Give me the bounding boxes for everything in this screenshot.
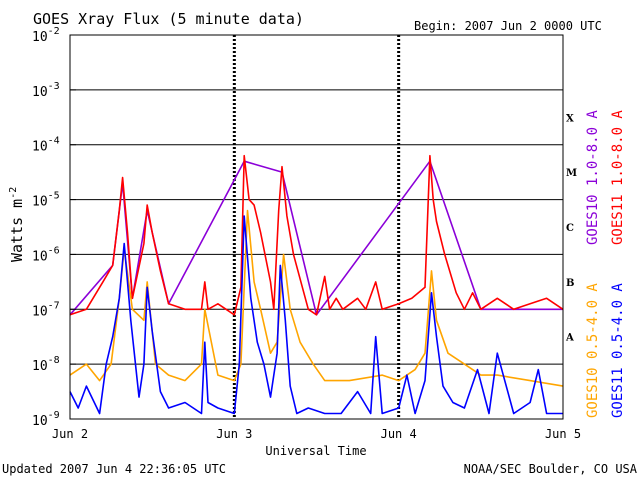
y-tick-base-5: 10 bbox=[32, 304, 48, 319]
y-tick-exp-6: -8 bbox=[48, 355, 60, 366]
footer-credit: NOAA/SEC Boulder, CO USA bbox=[464, 462, 638, 476]
y-tick-exp-7: -9 bbox=[48, 410, 60, 421]
x-axis-label: Universal Time bbox=[265, 444, 366, 458]
y-tick-label-1: 10-3 bbox=[32, 81, 60, 100]
x-tick-label-1: Jun 3 bbox=[216, 427, 252, 441]
x-tick-label-2: Jun 4 bbox=[381, 427, 417, 441]
flare-class-3: B bbox=[566, 278, 574, 289]
x-tick-label-0: Jun 2 bbox=[52, 427, 88, 441]
y-tick-label-4: 10-6 bbox=[32, 245, 60, 264]
flare-class-4: A bbox=[565, 333, 574, 344]
series-line-0 bbox=[69, 154, 564, 316]
y-tick-base-4: 10 bbox=[32, 249, 48, 264]
begin-label: Begin: 2007 Jun 2 0000 UTC bbox=[414, 19, 602, 33]
legend-item-0: GOES10 1.0-8.0 A bbox=[585, 110, 601, 245]
legend-item-3: GOES11 0.5-4.0 A bbox=[610, 283, 626, 418]
y-tick-base-6: 10 bbox=[32, 359, 48, 374]
x-tick-label-3: Jun 5 bbox=[545, 427, 581, 441]
y-axis-label: Watts m-2 bbox=[8, 187, 26, 262]
y-axis-tick-labels: 10-210-310-410-510-610-710-810-9 bbox=[32, 26, 76, 429]
flux-series bbox=[69, 154, 564, 415]
legend-item-1: GOES11 1.0-8.0 A bbox=[610, 110, 626, 245]
y-tick-exp-2: -4 bbox=[48, 136, 60, 147]
y-tick-label-2: 10-4 bbox=[32, 136, 60, 155]
y-tick-label-0: 10-2 bbox=[32, 26, 60, 45]
y-tick-exp-0: -2 bbox=[48, 26, 60, 37]
footer-updated: Updated 2007 Jun 4 22:36:05 UTC bbox=[2, 462, 226, 476]
series-line-2 bbox=[69, 209, 564, 387]
y-tick-base-2: 10 bbox=[32, 140, 48, 155]
legend-item-2: GOES10 0.5-4.0 A bbox=[585, 283, 601, 418]
chart-title: GOES Xray Flux (5 minute data) bbox=[33, 10, 304, 28]
y-tick-exp-4: -6 bbox=[48, 245, 60, 256]
flare-class-1: M bbox=[566, 168, 577, 179]
y-tick-base-0: 10 bbox=[32, 30, 48, 45]
legend-right: GOES10 1.0-8.0 A GOES11 1.0-8.0 A GOES10 0… bbox=[585, 110, 626, 418]
y-tick-exp-1: -3 bbox=[48, 81, 60, 92]
flare-class-0: X bbox=[566, 113, 574, 124]
y-tick-label-7: 10-9 bbox=[32, 410, 60, 429]
y-tick-base-1: 10 bbox=[32, 85, 48, 100]
y-tick-exp-5: -7 bbox=[48, 300, 60, 311]
flare-class-labels: X M C B A bbox=[565, 113, 577, 343]
day-separator-lines bbox=[232, 35, 401, 419]
y-tick-base-3: 10 bbox=[32, 195, 48, 210]
plot-frame bbox=[69, 34, 564, 420]
horizontal-gridlines bbox=[70, 89, 563, 365]
flare-class-2: C bbox=[566, 223, 574, 234]
y-tick-base-7: 10 bbox=[32, 414, 48, 429]
y-axis-label-exponent: -2 bbox=[8, 187, 19, 199]
y-tick-label-3: 10-5 bbox=[32, 191, 60, 210]
y-tick-exp-3: -5 bbox=[48, 191, 60, 202]
y-tick-label-5: 10-7 bbox=[32, 300, 60, 319]
x-axis-tick-labels: Jun 2 Jun 3 Jun 4 Jun 5 bbox=[52, 427, 581, 441]
series-line-3 bbox=[69, 215, 563, 415]
y-axis-label-main: Watts m bbox=[8, 199, 26, 262]
y-tick-label-6: 10-8 bbox=[32, 355, 60, 374]
